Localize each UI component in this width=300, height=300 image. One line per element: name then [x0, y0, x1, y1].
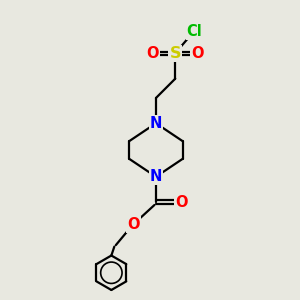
Text: Cl: Cl	[187, 24, 202, 39]
Text: S: S	[169, 46, 181, 61]
Text: O: O	[128, 217, 140, 232]
Text: O: O	[147, 46, 159, 61]
Text: O: O	[175, 194, 188, 209]
Text: O: O	[191, 46, 204, 61]
Text: N: N	[150, 169, 162, 184]
Text: N: N	[150, 116, 162, 131]
